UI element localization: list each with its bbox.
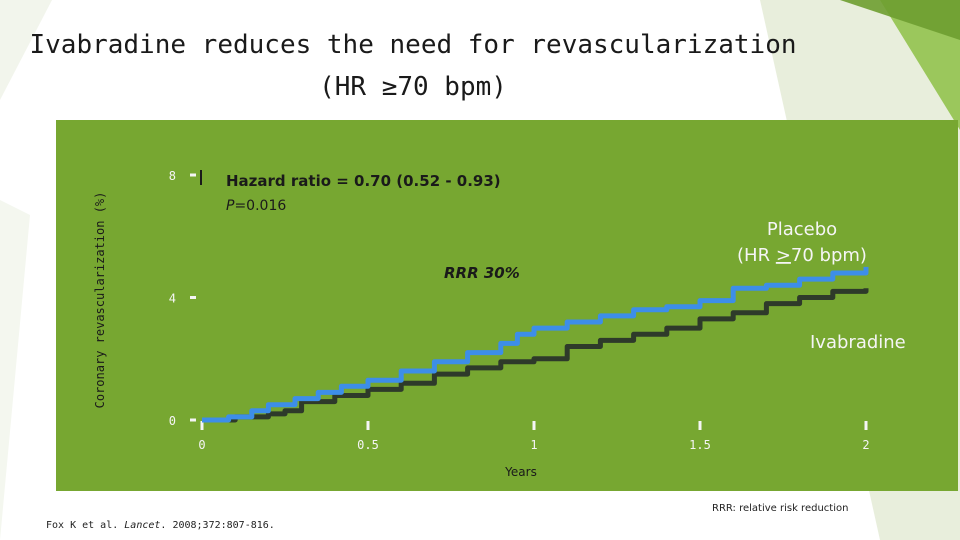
hazard-ratio-annotation: Hazard ratio = 0.70 (0.52 - 0.93) <box>226 172 501 190</box>
y-tick-label-4: 4 <box>169 292 176 306</box>
background-left-accent-lower <box>0 200 30 540</box>
x-tick-label-1: 1 <box>530 438 537 452</box>
x-tick-label-0: 0 <box>198 438 205 452</box>
ivabradine-label: Ivabradine <box>810 332 906 353</box>
citation-journal: Lancet <box>124 520 161 531</box>
p-value-annotation: P=0.016 <box>226 198 286 214</box>
placebo-label-underlined: > <box>776 245 791 266</box>
background-triangle-dark <box>840 0 960 40</box>
km-chart: 0 4 8 0 0.5 1 1.5 2 Coronary revascularization… <box>93 169 906 479</box>
placebo-label-suffix: 70 bpm) <box>791 245 867 266</box>
p-value-italic: P <box>226 198 235 214</box>
rrr-annotation: RRR 30% <box>444 264 520 282</box>
citation-suffix: . 2008;372:807-816. <box>160 520 275 531</box>
x-axis-label: Years <box>504 465 537 479</box>
background-left-accent <box>0 0 52 100</box>
series-line-ivabradine <box>202 288 869 423</box>
footnote: RRR: relative risk reduction <box>712 503 849 514</box>
series-line-placebo <box>202 266 869 423</box>
chart-panel <box>56 120 958 491</box>
x-axis-ticks: 0 0.5 1 1.5 2 <box>198 421 870 452</box>
y-tick-label-0: 0 <box>169 414 176 428</box>
y-tick-label-8: 8 <box>169 169 176 183</box>
y-axis-label: Coronary revascularization (%) <box>93 192 107 409</box>
y-axis-ticks: 0 4 8 <box>169 169 202 428</box>
series-layer <box>202 266 869 423</box>
x-tick-label-1.5: 1.5 <box>689 438 711 452</box>
citation-prefix: Fox K et al. <box>46 520 125 531</box>
p-value-rest: =0.016 <box>234 198 286 214</box>
x-tick-label-2: 2 <box>862 438 869 452</box>
placebo-label-line2: (HR >70 bpm) <box>737 245 867 266</box>
placebo-label-line1: Placebo <box>767 219 837 240</box>
slide-title: Ivabradine reduces the need for revascul… <box>29 30 797 60</box>
placebo-label-prefix: (HR <box>737 245 776 266</box>
slide-subtitle: (HR ≥70 bpm) <box>319 72 507 102</box>
citation: Fox K et al. Lancet. 2008;372:807-816. <box>46 520 275 531</box>
x-tick-label-0.5: 0.5 <box>357 438 379 452</box>
